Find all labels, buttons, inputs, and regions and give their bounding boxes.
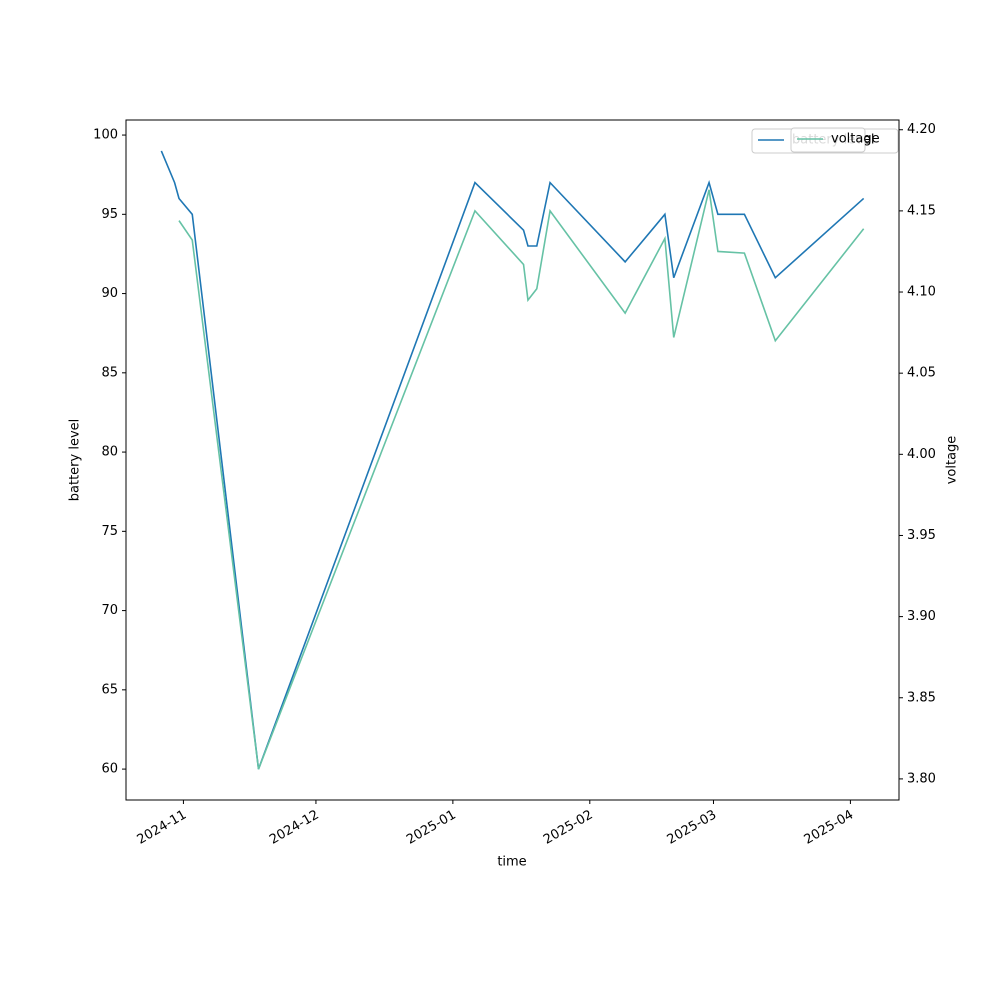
y2-tick-label: 3.90 bbox=[907, 609, 936, 624]
y-axis-label: battery level bbox=[68, 419, 83, 502]
y-tick-label: 100 bbox=[93, 128, 118, 143]
y-tick-label: 90 bbox=[101, 286, 118, 301]
y2-tick-label: 4.15 bbox=[907, 203, 936, 218]
series-line bbox=[160, 150, 865, 770]
y2-tick-label: 4.20 bbox=[907, 122, 936, 137]
plot-frame bbox=[125, 119, 900, 801]
y2-tick-label: 4.00 bbox=[907, 447, 936, 462]
series-line bbox=[178, 189, 865, 770]
y-tick-label: 75 bbox=[101, 524, 118, 539]
y2-axis-label: voltage bbox=[945, 436, 960, 485]
x-tick-label: 2025-04 bbox=[802, 808, 857, 848]
x-tick-label: 2025-03 bbox=[665, 808, 720, 848]
y-tick-label: 65 bbox=[101, 682, 118, 697]
legend-box bbox=[790, 127, 866, 153]
x-axis-label: time bbox=[497, 855, 526, 870]
x-tick-label: 2025-01 bbox=[404, 808, 459, 848]
y-tick-label: 85 bbox=[101, 365, 118, 380]
y-tick-label: 70 bbox=[101, 603, 118, 618]
x-tick-label: 2024-12 bbox=[267, 808, 322, 848]
y-tick-label: 80 bbox=[101, 445, 118, 460]
y2-tick-label: 4.05 bbox=[907, 366, 936, 381]
y-tick-label: 95 bbox=[101, 207, 118, 222]
x-tick-label: 2025-02 bbox=[541, 808, 596, 848]
y2-tick-label: 3.95 bbox=[907, 528, 936, 543]
y-tick-label: 60 bbox=[101, 762, 118, 777]
x-tick-label: 2024-11 bbox=[135, 808, 190, 848]
legend: voltage bbox=[790, 127, 880, 153]
y2-tick-label: 4.10 bbox=[907, 285, 936, 300]
legend-label: voltage bbox=[831, 132, 880, 147]
y2-tick-label: 3.85 bbox=[907, 690, 936, 705]
y2-tick-label: 3.80 bbox=[907, 771, 936, 786]
